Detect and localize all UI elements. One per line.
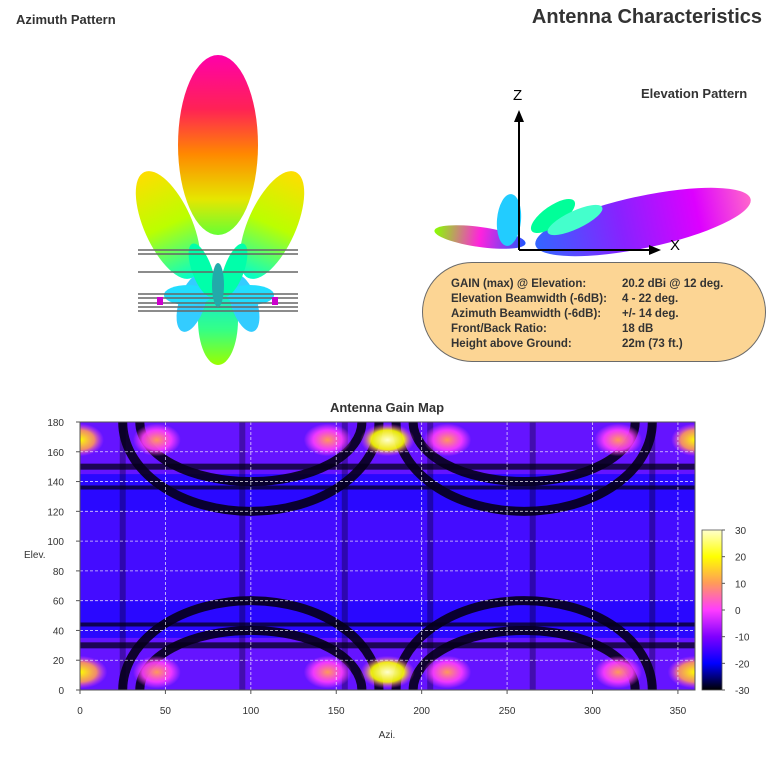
heatmap-hotspot: [132, 423, 181, 457]
info-value: 20.2 dBi @ 12 deg.: [622, 278, 724, 290]
heatmap-hotspot: [360, 423, 415, 457]
x-tick-label: 300: [584, 706, 601, 717]
x-tick-label: 50: [160, 706, 172, 717]
x-tick-label: 200: [413, 706, 430, 717]
y-tick-label: 180: [47, 418, 64, 429]
gain-map-chart: Antenna Gain Map 0 50 100 150 200 250 300 35002…: [24, 400, 750, 741]
y-tick-label: 0: [58, 686, 64, 697]
heatmap-hotspot: [303, 423, 352, 457]
info-label: Front/Back Ratio:: [451, 323, 547, 335]
heatmap-hotspot: [671, 423, 695, 457]
info-value: +/- 14 deg.: [622, 308, 679, 320]
x-axis-label: Azi.: [379, 730, 396, 741]
heatmap-hotspot: [423, 655, 472, 689]
y-axis-label: Elev.: [24, 550, 46, 561]
heatmap-null-arc: [391, 422, 657, 516]
y-tick-label: 120: [47, 507, 64, 518]
heatmap-hotspot: [132, 655, 181, 689]
heatmap-hotspot: [594, 655, 643, 689]
y-tick-label: 40: [53, 626, 65, 637]
heatmap-cells: [80, 422, 695, 690]
info-row-elevation-beamwidth: Elevation Beamwidth (-6dB): 4 - 22 deg.: [451, 292, 765, 307]
main-lobe: [178, 55, 258, 235]
heatmap-hotspot: [80, 655, 108, 689]
colorbar-tick-label: 30: [735, 526, 747, 537]
info-value: 4 - 22 deg.: [622, 293, 679, 305]
info-label: GAIN (max) @ Elevation:: [451, 278, 587, 290]
side-lobe-right: [239, 171, 305, 279]
heatmap-null-vertical: [649, 422, 656, 690]
colorbar-tick-label: -10: [735, 633, 750, 644]
heatmap-null-band: [80, 485, 695, 490]
azimuth-pattern-title: Azimuth Pattern: [16, 12, 116, 27]
heatmap-null-vertical: [341, 422, 348, 690]
heatmap-null-vertical: [529, 422, 536, 690]
plot-border: [79, 421, 696, 691]
colorbar-tick-label: 0: [735, 606, 741, 617]
info-row-gain: GAIN (max) @ Elevation: 20.2 dBi @ 12 de…: [451, 277, 765, 292]
antenna-info-box: GAIN (max) @ Elevation: 20.2 dBi @ 12 de…: [422, 262, 766, 362]
y-tick-label: 140: [47, 478, 64, 489]
x-tick-label: 0: [77, 706, 83, 717]
heatmap-null-band: [80, 622, 695, 627]
info-label: Azimuth Beamwidth (-6dB):: [451, 308, 602, 320]
feed-points: [157, 297, 278, 305]
x-tick-label: 150: [328, 706, 345, 717]
x-tick-label: 350: [670, 706, 687, 717]
heatmap-hotspot: [303, 655, 352, 689]
elevation-pattern-title: Elevation Pattern: [641, 86, 748, 101]
colorbar-tick-label: 20: [735, 553, 747, 564]
y-tick-label: 60: [53, 597, 65, 608]
page-title: Antenna Characteristics: [531, 6, 762, 28]
azimuth-pattern-figure: [135, 55, 305, 365]
heatmap-null-arc: [408, 422, 640, 487]
y-tick-label: 160: [47, 448, 64, 459]
heatmap-null-band: [80, 463, 695, 470]
x-tick-label: 250: [499, 706, 516, 717]
heatmap-hotspot: [360, 655, 415, 689]
info-row-height: Height above Ground: 22m (73 ft.): [451, 337, 765, 352]
elevation-main-lobe: [535, 187, 751, 257]
side-lobe-left: [135, 171, 201, 279]
x-tick-label: 100: [242, 706, 259, 717]
colorbar-tick-label: -30: [735, 686, 750, 697]
y-tick-label: 20: [53, 656, 65, 667]
info-row-front-back: Front/Back Ratio: 18 dB: [451, 322, 765, 337]
colorbar: [701, 529, 723, 691]
info-value: 18 dB: [622, 323, 654, 335]
chart-title: Antenna Gain Map: [330, 400, 444, 415]
colorbar-tick-label: 10: [735, 579, 747, 590]
x-axis-label: X: [670, 237, 680, 254]
info-row-azimuth-beamwidth: Azimuth Beamwidth (-6dB): +/- 14 deg.: [451, 307, 765, 322]
colorbar-tick-label: -20: [735, 659, 750, 670]
elevation-side-lobes: [434, 194, 603, 249]
elevation-axes: [514, 110, 661, 255]
y-tick-label: 80: [53, 567, 65, 578]
heatmap-null-vertical: [119, 422, 126, 690]
z-axis-label: Z: [513, 87, 522, 104]
heatmap-hotspot: [667, 655, 695, 689]
heatmap-band-mid: [80, 511, 695, 601]
heatmap-hotspot: [423, 423, 472, 457]
elevation-pattern-figure: Z X: [434, 87, 751, 257]
y-tick-label: 100: [47, 537, 64, 548]
info-label: Height above Ground:: [451, 338, 572, 350]
info-value: 22m (73 ft.): [622, 338, 683, 350]
heatmap-null-arc: [408, 625, 640, 690]
heatmap-null-band: [80, 642, 695, 649]
info-label: Elevation Beamwidth (-6dB):: [451, 293, 607, 305]
heatmap-null-vertical: [427, 422, 434, 690]
heatmap-null-vertical: [239, 422, 246, 690]
heatmap-hotspot: [594, 423, 643, 457]
heatmap-hotspot: [80, 423, 104, 457]
